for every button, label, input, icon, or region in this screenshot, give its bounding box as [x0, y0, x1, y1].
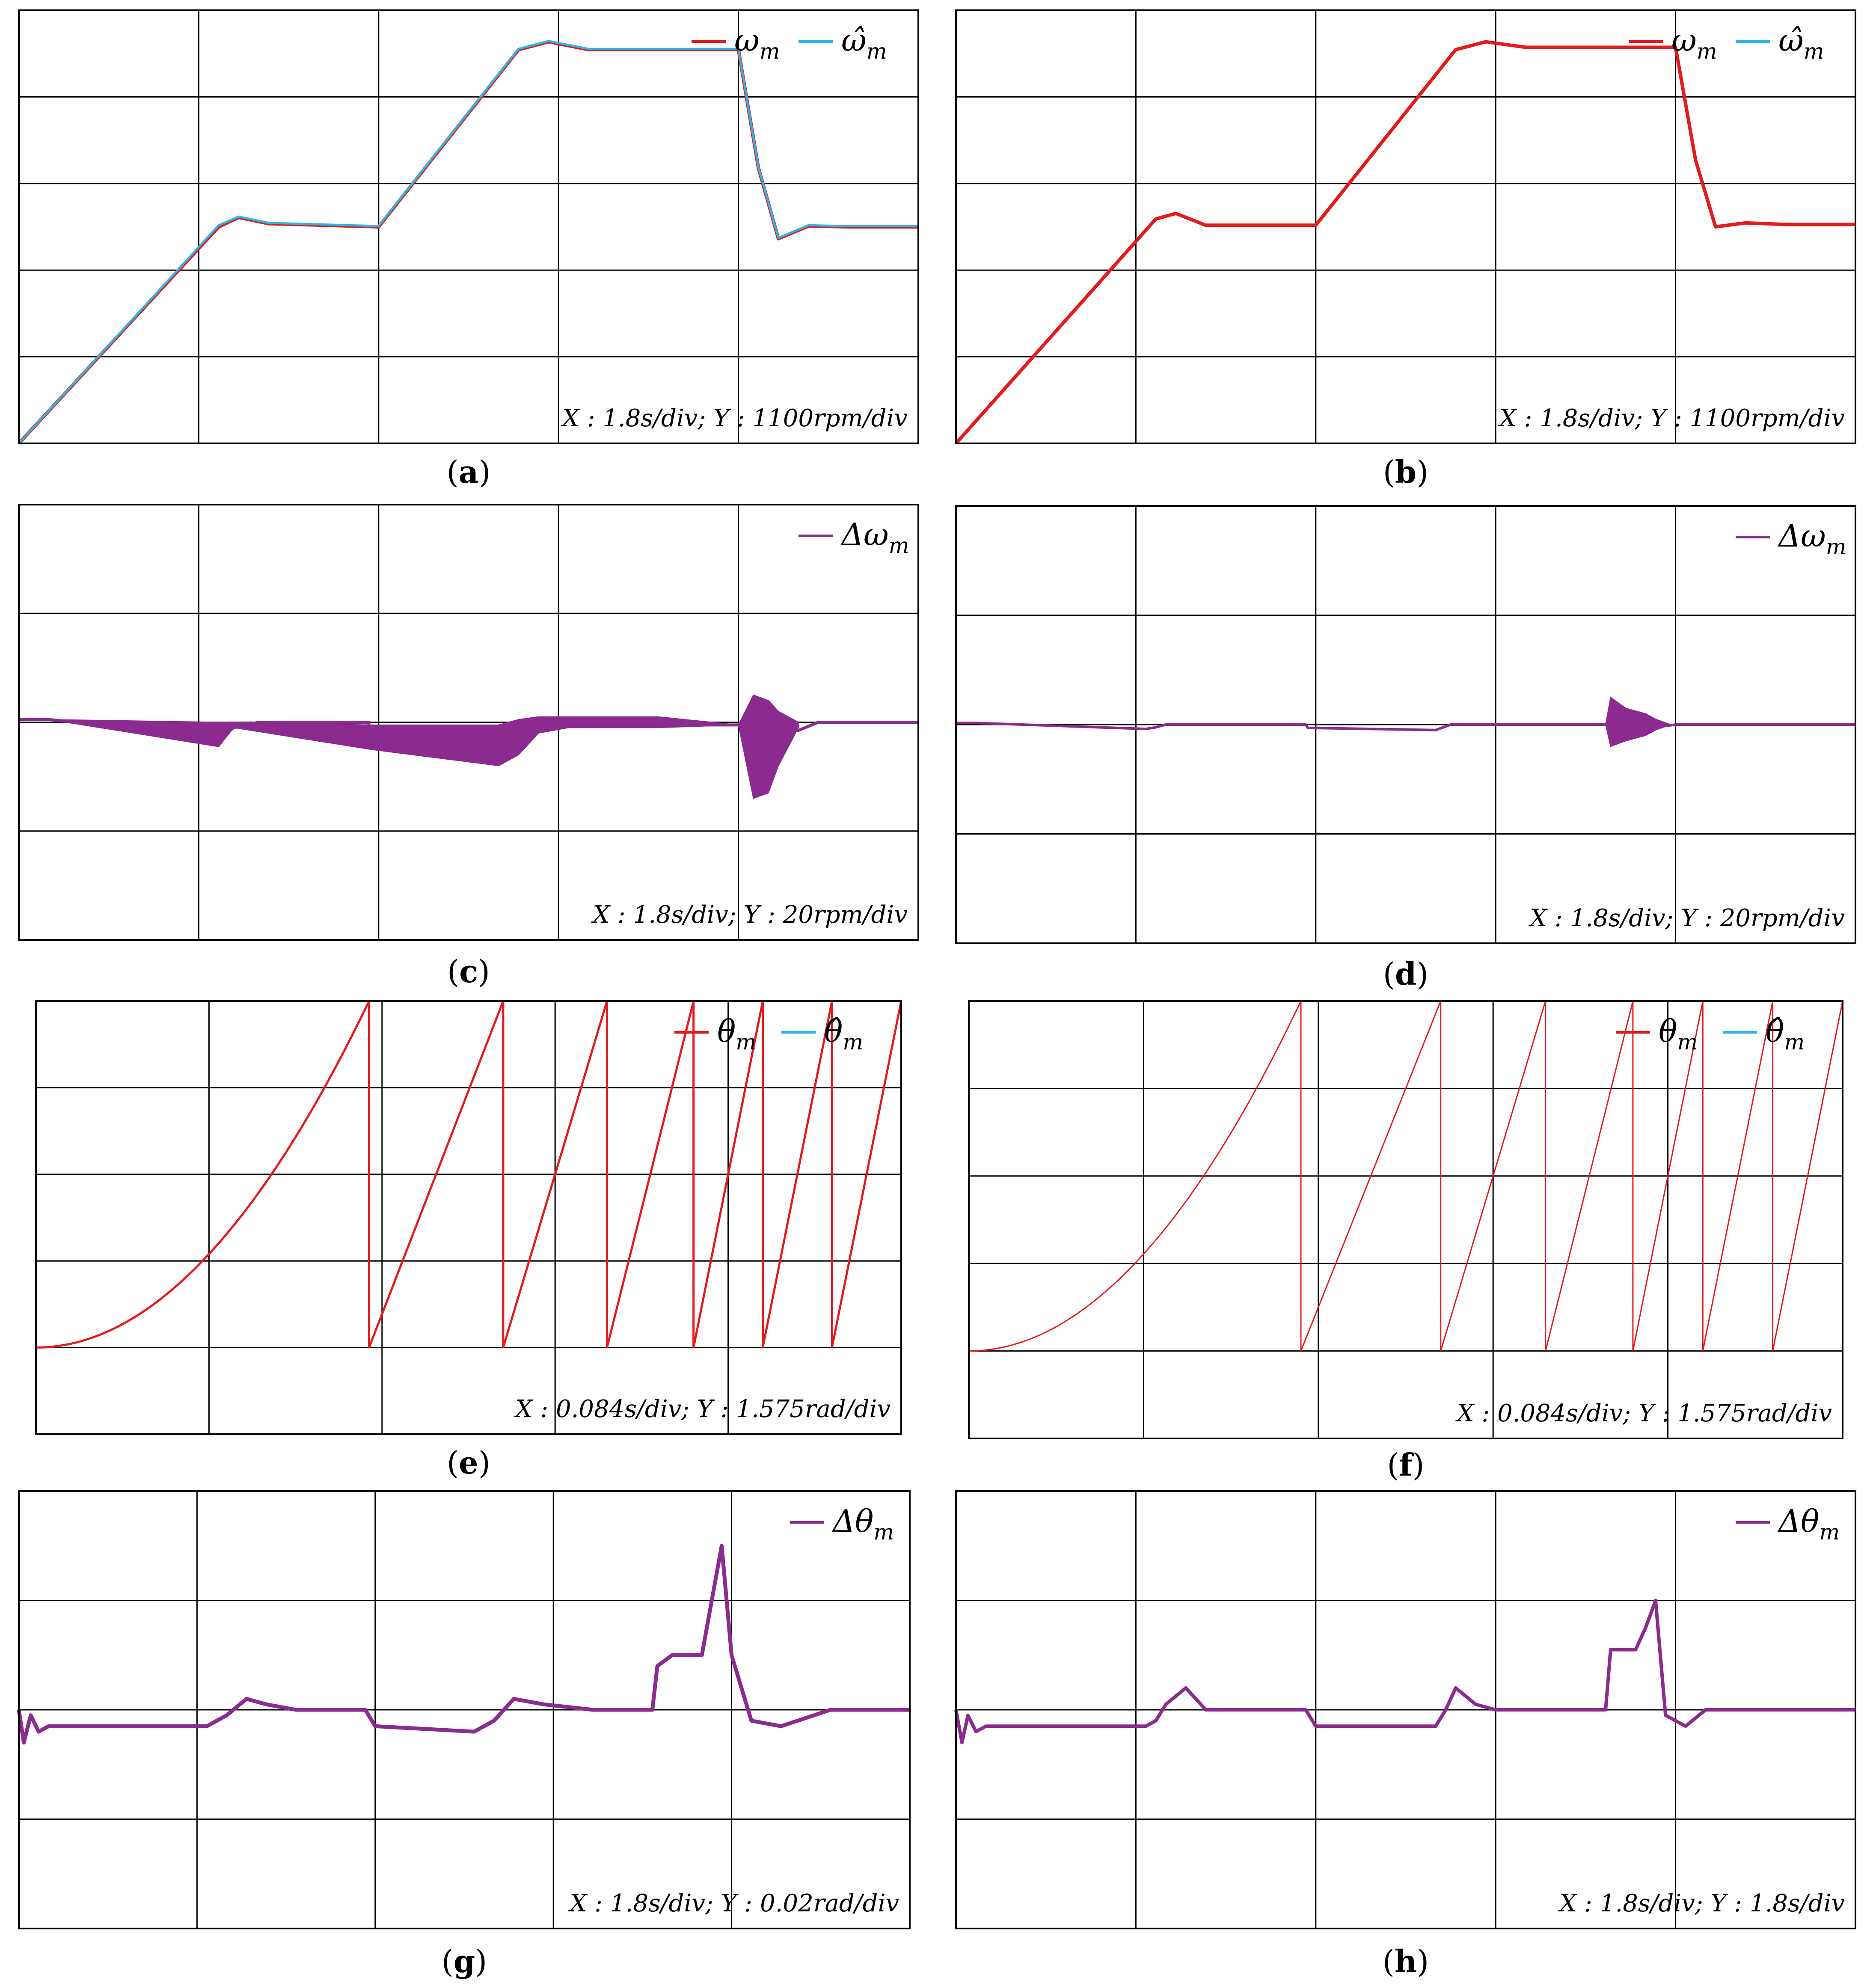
scale-label: X : 1.8s/div; Y : 1100rpm/div	[1498, 404, 1845, 432]
panel-f: θm θ̂m X : 0.084s/div; Y : 1.575rad/div (f…	[967, 999, 1844, 1483]
legend-label: θ̂m	[824, 1013, 863, 1055]
plot-frame	[955, 505, 1856, 944]
legend-label: ωm	[1671, 22, 1717, 64]
plot-frame	[955, 1490, 1856, 1929]
chart-e: θm θ̂m X : 0.084s/div; Y : 1.575rad/div	[34, 999, 903, 1436]
panel-c: Δωm X : 1.8s/div; Y : 20rpm/div (c)	[17, 503, 920, 990]
legend: ωm ω̂m	[692, 22, 887, 64]
chart-h: Δθm X : 1.8s/div; Y : 1.8s/div	[954, 1489, 1857, 1930]
series-line-θm	[968, 1001, 1843, 1352]
caption-f: (f)	[1387, 1447, 1425, 1483]
caption-a: (a)	[446, 454, 491, 490]
plot-frame	[18, 9, 919, 444]
series-line-θm	[36, 1000, 902, 1349]
scale-label: X : 1.8s/div; Y : 20rpm/div	[1528, 904, 1845, 932]
legend: Δθm	[1736, 1503, 1840, 1545]
legend-label: ωm	[734, 22, 780, 64]
legend-label: θ̂m	[1766, 1013, 1805, 1055]
legend-label: ω̂m	[841, 22, 887, 64]
series-line-ωm	[18, 40, 918, 445]
series-line-Δωm	[956, 722, 1855, 731]
panel-e: θm θ̂m X : 0.084s/div; Y : 1.575rad/div (e…	[34, 999, 903, 1481]
caption-g: (g)	[441, 1943, 487, 1979]
chart-a: ωm ω̂m X : 1.8s/div; Y : 1100rpm/div	[17, 9, 920, 445]
caption-d: (d)	[1383, 956, 1429, 992]
plot-frame	[18, 504, 919, 941]
caption-b: (b)	[1383, 454, 1429, 490]
panel-g: Δθm X : 1.8s/div; Y : 0.02rad/div (g)	[17, 1489, 911, 1982]
legend: Δθm	[790, 1503, 894, 1545]
legend-label: Δωm	[1777, 518, 1846, 559]
scale-label: X : 1.8s/div; Y : 20rpm/div	[591, 901, 908, 929]
legend-label: θm	[717, 1013, 756, 1055]
panel-d: Δωm X : 1.8s/div; Y : 20rpm/div (d)	[954, 504, 1857, 992]
legend-label: Δθm	[1777, 1503, 1840, 1545]
series-line-ωm	[955, 40, 1855, 445]
scale-label: X : 0.084s/div; Y : 1.575rad/div	[514, 1395, 891, 1423]
series-line-Δθm	[954, 1599, 1855, 1744]
scale-label: X : 1.8s/div; Y : 0.02rad/div	[568, 1890, 899, 1917]
chart-g: Δθm X : 1.8s/div; Y : 0.02rad/div	[17, 1489, 911, 1930]
plot-frame	[955, 9, 1856, 444]
grid	[19, 10, 918, 443]
legend: Δωm	[798, 517, 909, 558]
panel-h: Δθm X : 1.8s/div; Y : 1.8s/div (h)	[954, 1489, 1857, 1982]
legend-label: Δθm	[831, 1503, 894, 1545]
scale-label: X : 1.8s/div; Y : 1100rpm/div	[561, 404, 908, 432]
scale-label: X : 1.8s/div; Y : 1.8s/div	[1558, 1890, 1845, 1917]
legend: θm θ̂m	[674, 1013, 863, 1055]
series-band-Δωm	[1605, 696, 1672, 747]
grid	[19, 1491, 910, 1929]
panel-b: ωm ω̂m X : 1.8s/div; Y : 1100rpm/div (b)	[954, 9, 1857, 490]
caption-h: (h)	[1382, 1943, 1429, 1979]
series-line-ω̂m	[18, 40, 918, 444]
chart-d: Δωm X : 1.8s/div; Y : 20rpm/div	[954, 504, 1857, 945]
legend-label: Δωm	[840, 517, 909, 558]
plot-frame	[18, 1490, 911, 1929]
panel-a: ωm ω̂m X : 1.8s/div; Y : 1100rpm/div (a)	[17, 9, 920, 490]
chart-b: ωm ω̂m X : 1.8s/div; Y : 1100rpm/div	[954, 9, 1857, 445]
caption-e: (e)	[447, 1444, 490, 1481]
grid	[36, 1001, 901, 1434]
grid	[956, 10, 1855, 443]
grid	[969, 1001, 1843, 1438]
legend: ωm ω̂m	[1629, 22, 1824, 64]
legend-label: ω̂m	[1778, 22, 1824, 64]
scale-label: X : 0.084s/div; Y : 1.575rad/div	[1455, 1400, 1832, 1427]
legend: Δωm	[1736, 518, 1846, 559]
plot-frame	[968, 1000, 1843, 1439]
caption-c: (c)	[447, 953, 490, 990]
legend-label: θm	[1659, 1013, 1698, 1055]
plot-frame	[35, 1000, 902, 1435]
series-line-Δθm	[17, 1544, 910, 1745]
legend: θm θ̂m	[1616, 1013, 1805, 1055]
chart-c: Δωm X : 1.8s/div; Y : 20rpm/div	[17, 503, 920, 942]
chart-f: θm θ̂m X : 0.084s/div; Y : 1.575rad/div	[967, 999, 1844, 1440]
series-line-Δωm	[19, 718, 918, 757]
